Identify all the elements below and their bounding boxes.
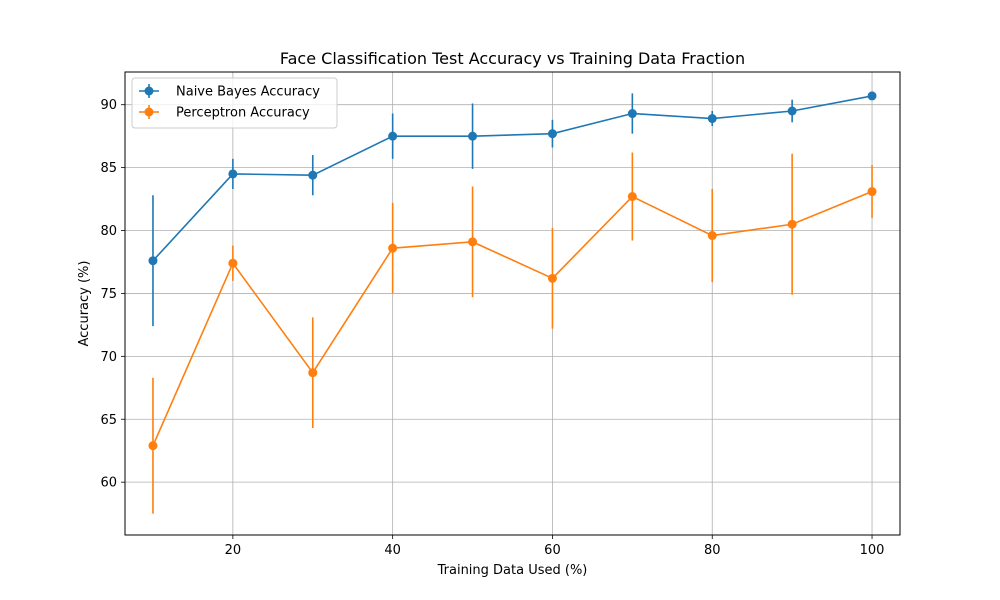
- legend-marker: [144, 86, 154, 96]
- series-perceptron: [148, 152, 877, 514]
- y-tick-label: 65: [100, 413, 117, 428]
- data-point: [867, 187, 877, 197]
- series-naive-bayes: [148, 91, 877, 327]
- chart-title: Face Classification Test Accuracy vs Tra…: [280, 49, 745, 68]
- data-point: [547, 129, 557, 139]
- data-point: [468, 237, 478, 247]
- x-axis-title: Training Data Used (%): [437, 563, 588, 578]
- chart-legend: Naive Bayes Accuracy Perceptron Accuracy: [131, 77, 338, 129]
- x-tick-label: 20: [225, 543, 242, 558]
- legend-label: Naive Bayes Accuracy: [176, 85, 320, 100]
- y-tick-label: 80: [100, 224, 117, 239]
- y-tick-label: 85: [100, 161, 117, 176]
- data-point: [867, 91, 877, 101]
- x-tick-label: 100: [860, 543, 885, 558]
- y-axis-title: Accuracy (%): [77, 261, 92, 347]
- data-point: [627, 109, 637, 119]
- legend-marker: [144, 107, 154, 117]
- data-point: [707, 114, 717, 124]
- plot-area-frame: [124, 71, 901, 536]
- data-point: [308, 170, 318, 180]
- data-point: [627, 192, 637, 202]
- data-point: [228, 169, 238, 179]
- data-point: [228, 258, 238, 268]
- x-tick-label: 60: [544, 543, 561, 558]
- y-tick-label: 75: [100, 287, 117, 302]
- y-tick-label: 70: [100, 350, 117, 365]
- data-point: [148, 256, 158, 266]
- y-tick-label: 90: [100, 98, 117, 113]
- data-point: [787, 219, 797, 229]
- x-tick-label: 40: [384, 543, 401, 558]
- data-point: [308, 368, 318, 378]
- data-point: [787, 106, 797, 116]
- data-point: [707, 231, 717, 241]
- series-line: [152, 190, 873, 446]
- y-tick-label: 60: [100, 476, 117, 491]
- series-line: [152, 95, 873, 262]
- data-point: [547, 273, 557, 283]
- legend-box: [131, 77, 338, 129]
- data-point: [388, 243, 398, 253]
- data-point: [468, 131, 478, 141]
- x-tick-label: 80: [704, 543, 721, 558]
- data-point: [148, 441, 158, 451]
- legend-label: Perceptron Accuracy: [176, 106, 310, 121]
- data-point: [388, 131, 398, 141]
